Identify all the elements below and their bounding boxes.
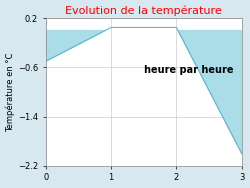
Y-axis label: Température en °C: Température en °C bbox=[6, 52, 15, 132]
Text: heure par heure: heure par heure bbox=[144, 65, 234, 75]
Title: Evolution de la température: Evolution de la température bbox=[65, 6, 222, 16]
